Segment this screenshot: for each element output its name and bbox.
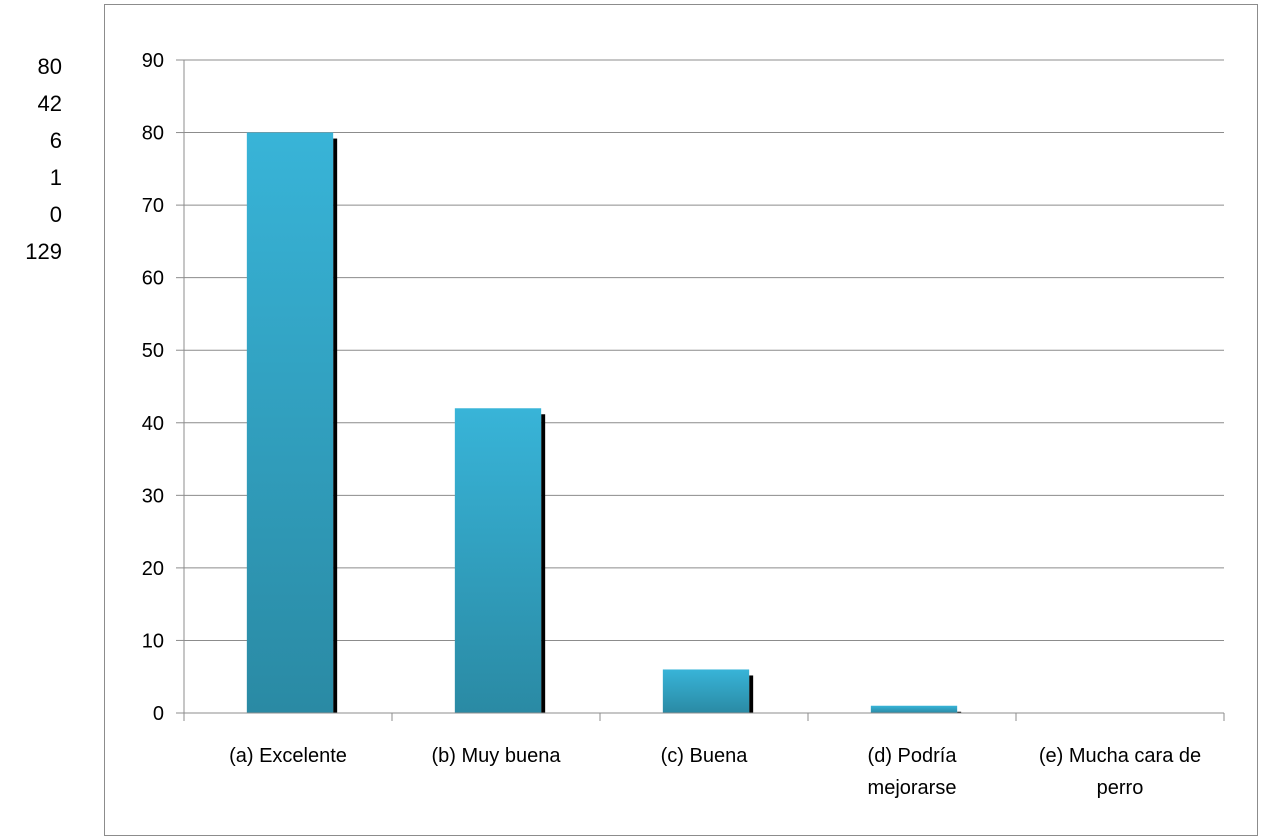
y-tick-label: 20 xyxy=(142,558,164,580)
y-tick-label: 50 xyxy=(142,340,164,362)
x-axis xyxy=(184,713,1224,721)
bar xyxy=(871,706,957,713)
y-tick-label: 80 xyxy=(142,123,164,145)
y-tick-label: 0 xyxy=(153,703,164,725)
y-tick-label: 60 xyxy=(142,268,164,290)
gridlines xyxy=(184,60,1224,713)
y-tick-label: 90 xyxy=(142,50,164,72)
y-tick-label: 30 xyxy=(142,485,164,507)
y-tick-label: 70 xyxy=(142,195,164,217)
x-category-label-line: (c) Buena xyxy=(661,745,749,767)
x-category-label-line: (e) Mucha cara de xyxy=(1039,745,1201,767)
y-axis-tick-labels: 0 10 20 30 40 50 60 70 80 90 xyxy=(142,50,184,725)
bar-shadow xyxy=(333,139,337,713)
y-tick-label: 40 xyxy=(142,413,164,435)
x-category-label: (c) Buena xyxy=(661,745,749,767)
bar xyxy=(455,408,541,713)
x-category-label: (e) Mucha cara de perro xyxy=(1039,745,1201,799)
x-category-label-line: (a) Excelente xyxy=(229,745,347,767)
x-category-label-line: perro xyxy=(1097,777,1144,799)
bar-shadow xyxy=(541,414,545,713)
x-axis-category-labels: (a) Excelente (b) Muy buena (c) Buena (d) P… xyxy=(229,745,1201,799)
bar xyxy=(247,133,333,713)
x-category-label-line: (b) Muy buena xyxy=(432,745,562,767)
x-category-label-line: mejorarse xyxy=(868,777,957,799)
bar xyxy=(663,669,749,713)
bar-shadow xyxy=(749,675,753,713)
x-category-label: (d) Podría mejorarse xyxy=(868,745,958,799)
x-category-label-line: (d) Podría xyxy=(868,745,958,767)
x-category-label: (a) Excelente xyxy=(229,745,347,767)
y-tick-label: 10 xyxy=(142,630,164,652)
x-category-label: (b) Muy buena xyxy=(432,745,562,767)
